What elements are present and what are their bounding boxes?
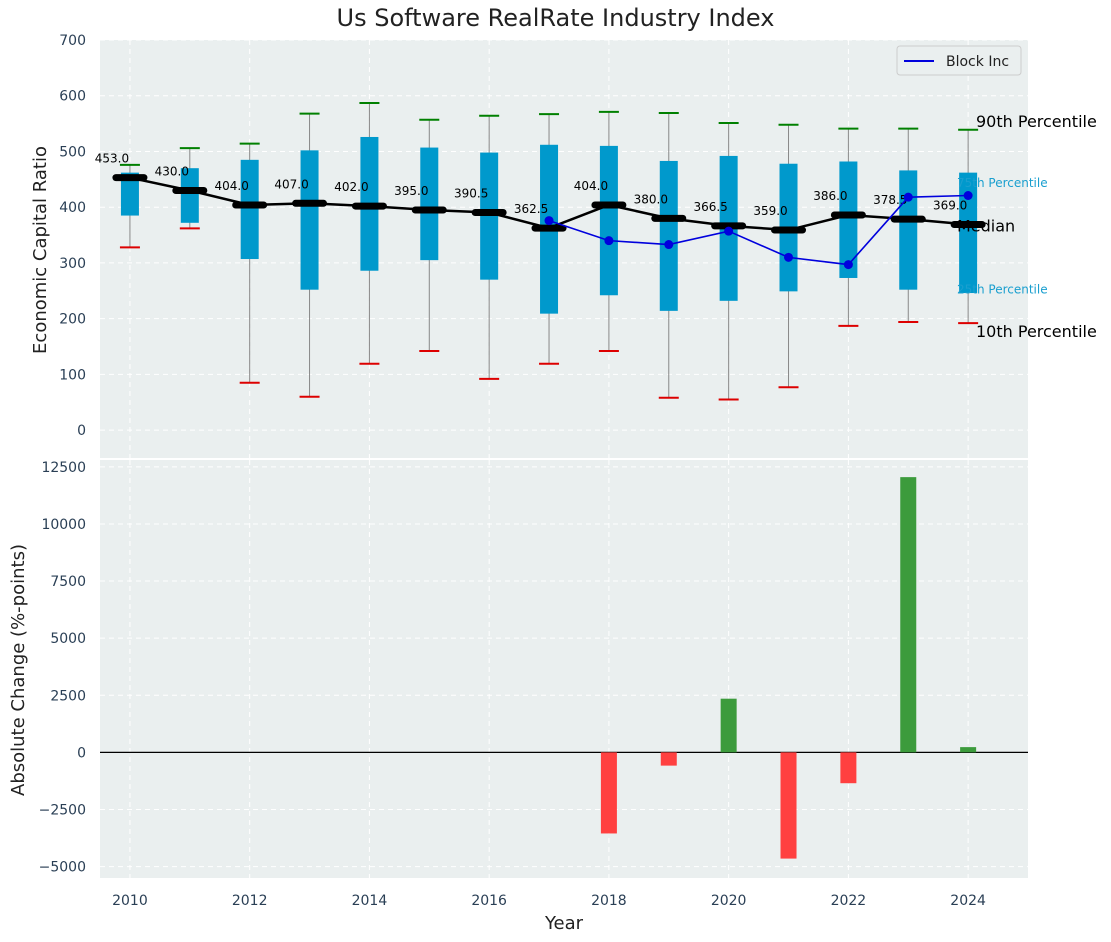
bottom-y-tick-label: 0 bbox=[77, 745, 86, 761]
top-y-tick-label: 300 bbox=[59, 256, 86, 272]
change-bars-group bbox=[600, 477, 977, 859]
bottom-y-tick-label: 7500 bbox=[50, 574, 86, 590]
x-axis: 2010 2012 2014 2016 2018 2020 2022 2024 bbox=[112, 893, 986, 909]
median-value-label: 366.5 bbox=[693, 200, 727, 214]
x-tick-label: 2016 bbox=[471, 893, 507, 909]
company-point bbox=[963, 190, 973, 200]
top-y-tick-label: 500 bbox=[59, 144, 86, 160]
median-value-label: 404.0 bbox=[214, 179, 248, 193]
median-value-label: 369.0 bbox=[933, 198, 967, 212]
bottom-y-tick-label: −2500 bbox=[39, 802, 86, 818]
percentile-annotation: 75th Percentile bbox=[957, 176, 1048, 190]
legend-label: Block Inc bbox=[946, 54, 1009, 70]
median-value-label: 390.5 bbox=[454, 186, 488, 200]
median-value-label: 404.0 bbox=[574, 179, 608, 193]
x-tick-label: 2010 bbox=[112, 893, 148, 909]
top-y-tick-label: 700 bbox=[59, 33, 86, 49]
bottom-y-tick-label: 10000 bbox=[41, 517, 86, 533]
iqr-box bbox=[899, 170, 918, 290]
chart-title: Us Software RealRate Industry Index bbox=[336, 4, 775, 32]
change-bar bbox=[600, 752, 617, 834]
bottom-y-tick-label: 12500 bbox=[41, 460, 86, 476]
median-line-group: 453.0 430.0 404.0 407.0 402.0 395.0 390.5 362.5… bbox=[95, 152, 986, 234]
iqr-box bbox=[480, 152, 499, 280]
change-bar bbox=[660, 752, 677, 766]
company-point bbox=[604, 236, 614, 246]
x-axis-label: Year bbox=[544, 913, 584, 934]
change-bar bbox=[840, 752, 857, 784]
x-tick-label: 2012 bbox=[232, 893, 268, 909]
iqr-box bbox=[120, 172, 139, 216]
top-y-tick-label: 400 bbox=[59, 200, 86, 216]
legend-box bbox=[896, 45, 1022, 76]
iqr-box bbox=[599, 145, 618, 296]
iqr-box bbox=[659, 160, 678, 311]
x-tick-label: 2022 bbox=[831, 893, 867, 909]
bottom-y-tick-label: 2500 bbox=[50, 688, 86, 704]
bottom-plot-background bbox=[100, 460, 1028, 878]
bottom-y-axis-label: Absolute Change (%-points) bbox=[8, 544, 29, 796]
iqr-box bbox=[839, 161, 858, 278]
percentile-annotation: 90th Percentile bbox=[976, 112, 1097, 131]
top-y-tick-label: 200 bbox=[59, 312, 86, 328]
median-value-label: 362.5 bbox=[514, 202, 548, 216]
company-point bbox=[843, 260, 853, 270]
iqr-box bbox=[959, 172, 978, 294]
top-y-tick-label: 0 bbox=[77, 423, 86, 439]
median-value-label: 407.0 bbox=[274, 177, 308, 191]
change-bar bbox=[960, 747, 977, 753]
change-bar bbox=[720, 698, 737, 753]
top-y-axis-label: Economic Capital Ratio bbox=[30, 146, 51, 354]
company-line bbox=[548, 194, 969, 266]
bottom-grid bbox=[100, 460, 1028, 878]
iqr-box bbox=[240, 159, 259, 260]
top-y-tick-label: 600 bbox=[59, 89, 86, 105]
bottom-y-tick-label: −5000 bbox=[39, 860, 86, 876]
bottom-y-tick-label: 5000 bbox=[50, 631, 86, 647]
median-value-label: 386.0 bbox=[813, 189, 847, 203]
iqr-box bbox=[300, 150, 319, 290]
percentile-annotation: Median bbox=[957, 217, 1015, 236]
company-series-group bbox=[544, 190, 973, 270]
median-value-label: 395.0 bbox=[394, 184, 428, 198]
top-plot-background bbox=[100, 40, 1028, 458]
change-bar bbox=[780, 752, 797, 859]
x-tick-label: 2024 bbox=[950, 893, 986, 909]
company-point bbox=[784, 252, 794, 262]
bottom-y-axis: −5000 −2500 0 2500 5000 7500 10000 12500 bbox=[39, 460, 86, 876]
median-value-label: 402.0 bbox=[334, 180, 368, 194]
median-value-label: 430.0 bbox=[155, 164, 189, 178]
percentile-annotation: 10th Percentile bbox=[976, 322, 1097, 341]
company-point bbox=[664, 240, 674, 250]
company-point bbox=[544, 216, 554, 226]
percentile-annotation: 25th Percentile bbox=[957, 283, 1048, 297]
x-tick-label: 2014 bbox=[352, 893, 388, 909]
median-value-label: 380.0 bbox=[634, 192, 668, 206]
iqr-box bbox=[180, 168, 199, 223]
median-value-label: 453.0 bbox=[95, 152, 129, 166]
company-point bbox=[903, 192, 913, 202]
company-point bbox=[724, 226, 734, 236]
top-y-axis: 0 100 200 300 400 500 600 700 bbox=[59, 33, 86, 439]
median-value-label: 378.5 bbox=[873, 193, 907, 207]
change-bar bbox=[900, 477, 917, 753]
x-tick-label: 2020 bbox=[711, 893, 747, 909]
percentile-annotations: 90th Percentile 75th Percentile Median 25th… bbox=[957, 112, 1097, 341]
top-y-tick-label: 100 bbox=[59, 367, 86, 383]
median-value-label: 359.0 bbox=[753, 204, 787, 218]
x-tick-label: 2018 bbox=[591, 893, 627, 909]
iqr-box bbox=[420, 147, 439, 261]
legend: Block Inc bbox=[896, 45, 1022, 76]
